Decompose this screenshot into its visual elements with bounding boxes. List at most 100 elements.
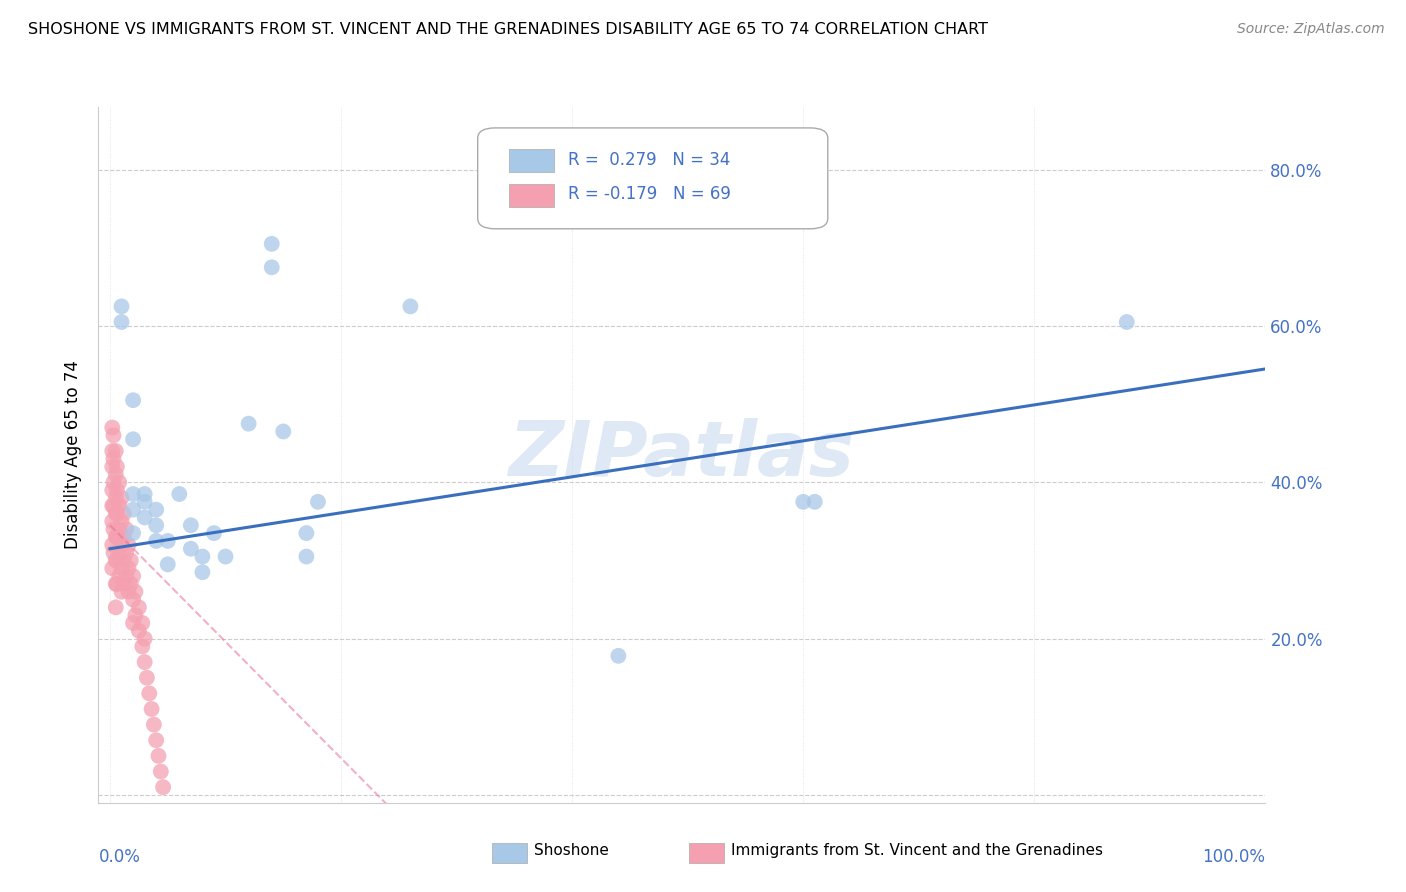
Point xyxy=(104,577,127,591)
Point xyxy=(104,491,127,505)
Point xyxy=(122,393,145,408)
Point xyxy=(104,507,127,521)
Point xyxy=(108,475,131,490)
Point xyxy=(169,487,191,501)
FancyBboxPatch shape xyxy=(509,185,554,207)
Point xyxy=(104,553,127,567)
Point xyxy=(295,549,318,564)
Text: Shoshone: Shoshone xyxy=(534,843,609,857)
Point xyxy=(122,487,145,501)
Point xyxy=(108,499,131,513)
Point xyxy=(105,507,128,521)
Point xyxy=(115,546,138,560)
Point xyxy=(134,510,156,524)
Text: R =  0.279   N = 34: R = 0.279 N = 34 xyxy=(568,151,730,169)
Point xyxy=(191,549,214,564)
Point xyxy=(110,491,132,505)
Point xyxy=(202,526,225,541)
Point xyxy=(108,569,131,583)
Point xyxy=(238,417,260,431)
Point xyxy=(148,748,170,763)
Point xyxy=(134,495,156,509)
Point xyxy=(101,444,124,458)
Point xyxy=(124,608,146,623)
Point xyxy=(141,702,163,716)
FancyBboxPatch shape xyxy=(509,150,554,172)
Point xyxy=(105,553,128,567)
Point xyxy=(104,530,127,544)
Point xyxy=(103,451,125,466)
Point xyxy=(145,502,167,516)
Point xyxy=(149,764,172,779)
Point xyxy=(117,538,139,552)
Point xyxy=(120,577,142,591)
Point xyxy=(103,499,125,513)
Point xyxy=(110,538,132,552)
Point xyxy=(112,553,135,567)
Text: 0.0%: 0.0% xyxy=(98,848,141,866)
Point xyxy=(145,533,167,548)
Point xyxy=(105,530,128,544)
Point xyxy=(104,467,127,482)
Point xyxy=(105,483,128,497)
Point xyxy=(180,541,202,556)
Point xyxy=(128,624,150,638)
Point xyxy=(307,495,329,509)
Point xyxy=(110,299,132,313)
Text: Source: ZipAtlas.com: Source: ZipAtlas.com xyxy=(1237,22,1385,37)
Point xyxy=(122,526,145,541)
Point xyxy=(804,495,827,509)
Point xyxy=(101,420,124,434)
Point xyxy=(108,522,131,536)
Point xyxy=(105,577,128,591)
Point xyxy=(792,495,814,509)
Point xyxy=(260,260,283,275)
Point xyxy=(191,565,214,579)
Point xyxy=(136,671,159,685)
Point xyxy=(214,549,236,564)
Point xyxy=(180,518,202,533)
Point xyxy=(103,522,125,536)
Point xyxy=(131,640,153,654)
Point xyxy=(110,315,132,329)
Point xyxy=(295,526,318,541)
Text: SHOSHONE VS IMMIGRANTS FROM ST. VINCENT AND THE GRENADINES DISABILITY AGE 65 TO : SHOSHONE VS IMMIGRANTS FROM ST. VINCENT … xyxy=(28,22,988,37)
Point xyxy=(120,553,142,567)
Point xyxy=(134,632,156,646)
Point xyxy=(110,561,132,575)
Point xyxy=(104,444,127,458)
Point xyxy=(122,615,145,630)
Text: 100.0%: 100.0% xyxy=(1202,848,1265,866)
Point xyxy=(101,514,124,528)
Point xyxy=(156,533,179,548)
Text: ZIPatlas: ZIPatlas xyxy=(509,418,855,491)
Point xyxy=(138,686,160,700)
FancyBboxPatch shape xyxy=(478,128,828,229)
Point xyxy=(103,475,125,490)
Point xyxy=(142,717,165,731)
Y-axis label: Disability Age 65 to 74: Disability Age 65 to 74 xyxy=(65,360,83,549)
Point xyxy=(101,459,124,474)
Point xyxy=(117,561,139,575)
Point xyxy=(122,569,145,583)
Point xyxy=(152,780,174,794)
Point xyxy=(110,514,132,528)
Text: R = -0.179   N = 69: R = -0.179 N = 69 xyxy=(568,185,731,203)
Text: Immigrants from St. Vincent and the Grenadines: Immigrants from St. Vincent and the Gren… xyxy=(731,843,1104,857)
Point xyxy=(101,483,124,497)
Point xyxy=(112,577,135,591)
Point xyxy=(122,432,145,446)
Point xyxy=(399,299,422,313)
Point xyxy=(101,561,124,575)
Point xyxy=(117,584,139,599)
Point xyxy=(607,648,630,663)
Point xyxy=(271,425,294,439)
Point xyxy=(103,428,125,442)
Point xyxy=(101,499,124,513)
Point xyxy=(105,459,128,474)
Point xyxy=(124,584,146,599)
Point xyxy=(110,584,132,599)
Point xyxy=(145,518,167,533)
Point xyxy=(115,569,138,583)
Point xyxy=(260,236,283,251)
